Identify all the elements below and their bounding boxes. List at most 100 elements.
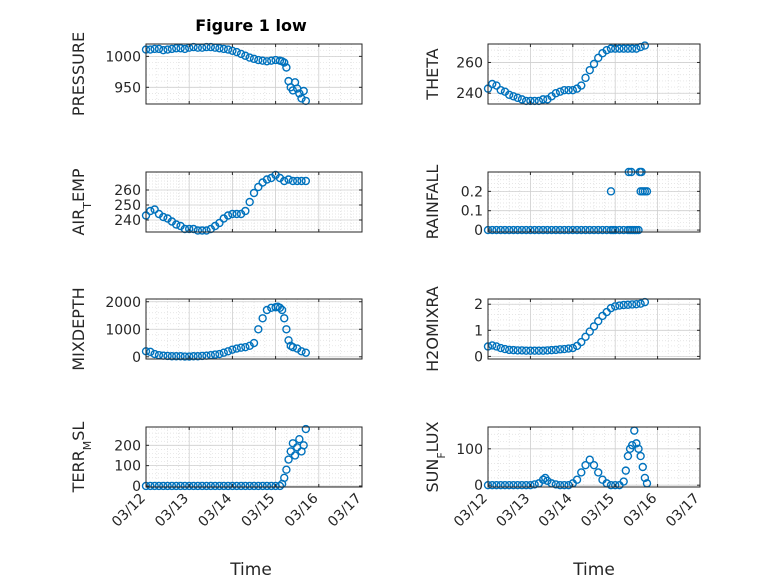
data-point: [280, 58, 289, 67]
data-point: [577, 337, 586, 347]
data-point: [267, 481, 276, 491]
data-point: [521, 480, 531, 490]
data-point: [189, 352, 198, 361]
data-point: [611, 480, 620, 490]
data-point: [505, 345, 514, 355]
data-point: [301, 176, 311, 186]
data-point: [606, 187, 616, 196]
data-point: [551, 345, 561, 355]
data-point: [509, 92, 518, 101]
data-point: [193, 352, 203, 361]
x-tick-label: 03/14: [195, 490, 235, 530]
data-point: [538, 346, 548, 355]
data-point: [223, 481, 233, 491]
y-axis-label: SUNFLUX: [423, 421, 448, 492]
data-point: [241, 481, 250, 491]
data-series: [141, 302, 311, 361]
data-point: [551, 480, 561, 489]
y-axis-label: H2OMIXRA: [423, 286, 442, 372]
data-point: [215, 44, 224, 53]
data-point: [258, 314, 267, 323]
data-point: [150, 481, 159, 491]
data-point: [488, 79, 497, 89]
y-tick-label: 100: [456, 442, 483, 458]
data-point: [301, 348, 311, 357]
data-point: [636, 451, 645, 461]
data-point: [642, 187, 652, 196]
data-point: [249, 338, 259, 348]
data-point: [241, 51, 250, 60]
data-point: [538, 95, 548, 104]
data-point: [228, 481, 237, 491]
data-point: [249, 188, 259, 198]
data-point: [611, 225, 620, 235]
data-point: [538, 475, 548, 484]
figure-title: Figure 1 low: [195, 16, 307, 35]
data-point: [526, 480, 535, 490]
data-point: [254, 182, 263, 192]
subplot-7: 0 100 200 03/12 03/13 03/14 03/15 03/16 03/17 TER…: [69, 422, 365, 531]
data-point: [172, 352, 181, 361]
data-point: [638, 462, 647, 472]
data-point: [236, 49, 246, 59]
data-point: [572, 475, 582, 484]
data-point: [282, 63, 291, 72]
data-point: [180, 44, 190, 54]
data-point: [521, 225, 531, 235]
data-point: [180, 481, 190, 491]
data-point: [500, 225, 510, 235]
data-point: [634, 225, 643, 235]
data-point: [159, 212, 168, 222]
data-point: [284, 175, 293, 184]
x-tick-label: 03/14: [536, 490, 576, 530]
data-point: [564, 225, 573, 235]
y-tick-label: 0: [474, 349, 483, 365]
data-point: [560, 85, 569, 95]
data-point: [589, 322, 599, 331]
data-point: [589, 225, 599, 235]
data-point: [598, 225, 607, 235]
data-point: [547, 345, 556, 355]
data-point: [555, 225, 565, 235]
data-point: [551, 89, 561, 98]
y-tick-label: 260: [114, 183, 141, 199]
data-point: [602, 45, 611, 55]
data-point: [555, 480, 565, 490]
data-point: [301, 424, 311, 434]
data-point: [150, 205, 159, 214]
axes-box: [145, 171, 363, 233]
data-point: [197, 481, 207, 491]
y-tick-label: 250: [114, 198, 141, 214]
data-point: [623, 300, 633, 309]
data-point: [492, 342, 501, 351]
data-point: [534, 225, 544, 235]
data-point: [564, 344, 573, 353]
data-point: [232, 481, 241, 491]
data-point: [585, 327, 594, 336]
x-tick-label: 03/13: [493, 491, 533, 531]
data-point: [275, 303, 285, 313]
data-point: [572, 225, 582, 235]
data-point: [526, 346, 535, 355]
data-point: [254, 481, 263, 491]
y-axis-label: RAINFALL: [423, 165, 442, 240]
data-point: [509, 480, 518, 490]
data-point: [594, 225, 603, 235]
data-point: [568, 225, 577, 235]
data-point: [206, 481, 216, 491]
subplot-4: 0 0.1 0.2 RAINFALL: [423, 165, 701, 240]
y-tick-label: 2: [474, 297, 483, 313]
axes-box: [487, 426, 701, 488]
data-point: [146, 347, 155, 357]
data-point: [634, 444, 643, 454]
data-point: [167, 352, 177, 361]
data-point: [585, 65, 594, 75]
data-point: [280, 314, 289, 323]
data-point: [232, 47, 241, 57]
y-tick-label: 0.1: [461, 204, 483, 220]
data-series: [141, 424, 311, 491]
data-point: [492, 81, 501, 90]
data-point: [496, 85, 505, 95]
data-point: [219, 44, 228, 54]
